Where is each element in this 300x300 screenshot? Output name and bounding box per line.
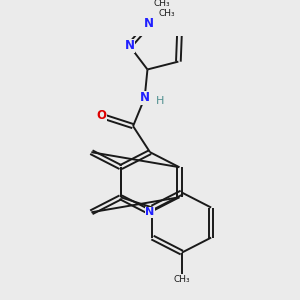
- Text: N: N: [146, 207, 154, 217]
- Text: N: N: [124, 39, 134, 52]
- Text: CH₃: CH₃: [173, 275, 190, 284]
- Text: N: N: [140, 92, 150, 104]
- Text: H: H: [156, 96, 164, 106]
- Text: N: N: [144, 17, 154, 30]
- Text: O: O: [96, 110, 106, 122]
- Text: CH₃: CH₃: [154, 0, 170, 8]
- Text: CH₃: CH₃: [158, 9, 175, 18]
